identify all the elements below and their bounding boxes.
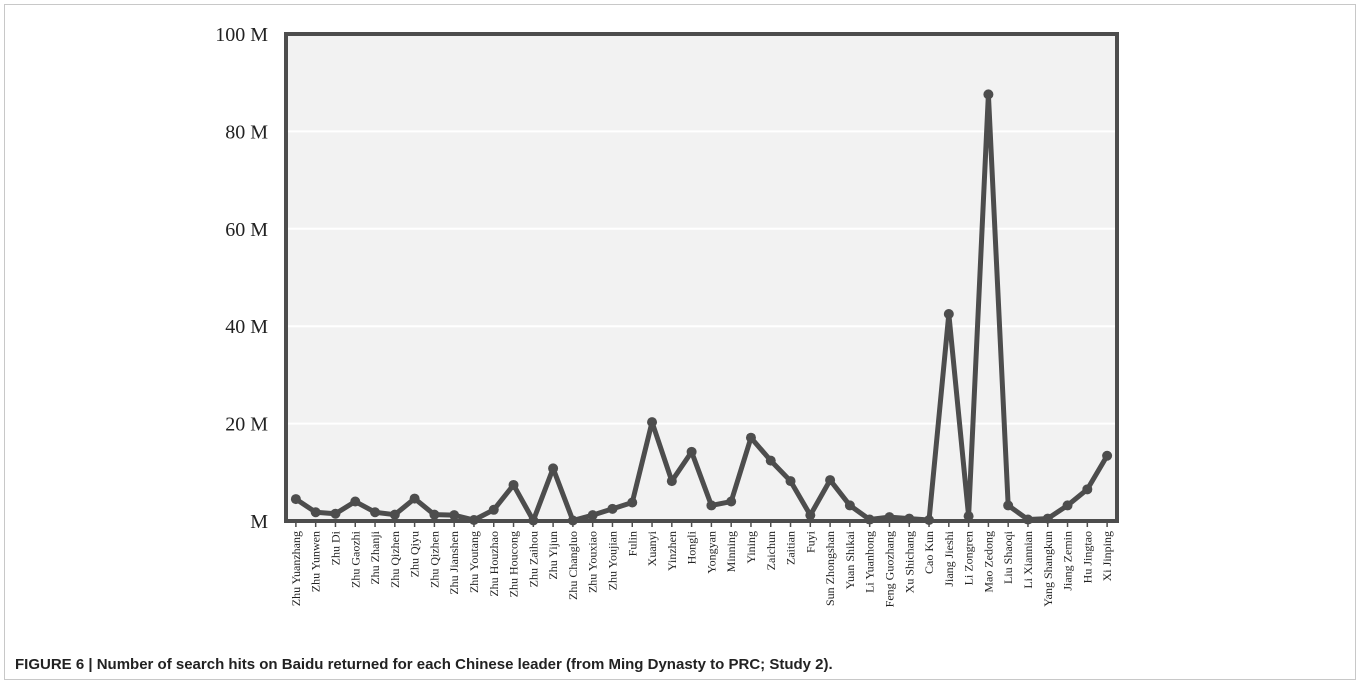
x-tick-label: Zhu Houcong: [507, 531, 521, 597]
x-tick-label: Li Yuanhong: [863, 531, 877, 593]
x-tick-label: Jiang Zemin: [1061, 531, 1075, 591]
figure-caption: FIGURE 6 | Number of search hits on Baid…: [15, 656, 833, 673]
data-point: [370, 507, 381, 518]
x-tick-label: Fulin: [625, 531, 639, 556]
x-tick-label: Yinzhen: [665, 531, 679, 571]
x-tick-label: Zhu Zaihou: [526, 531, 540, 587]
x-tick-label: Zhu Yuanzhang: [289, 531, 303, 606]
y-tick-label: 60 M: [225, 219, 268, 241]
data-point: [825, 475, 836, 486]
data-point: [508, 479, 519, 490]
x-tick-label: Fuyi: [803, 530, 817, 553]
x-tick-label: Hu Jingtao: [1080, 531, 1094, 583]
data-point: [963, 511, 974, 522]
data-point: [389, 509, 400, 520]
y-tick-label: 20 M: [225, 414, 268, 436]
data-point: [607, 503, 618, 514]
data-point: [587, 510, 598, 521]
data-point: [409, 493, 420, 504]
x-tick-label: Li Xiannian: [1021, 531, 1035, 589]
data-point: [686, 446, 697, 457]
data-point: [745, 432, 756, 443]
x-tick-label: Li Zongren: [962, 531, 976, 585]
x-tick-label: Minning: [724, 531, 738, 572]
data-point: [726, 496, 737, 507]
data-point: [844, 500, 855, 511]
plot-border: [284, 32, 1119, 523]
figure-frame: [4, 4, 1356, 680]
x-tick-label: Zhu Qizhen: [388, 531, 402, 588]
data-point: [290, 494, 301, 505]
data-point: [785, 476, 796, 487]
x-tick-label: Zhu Changluo: [566, 531, 580, 600]
x-tick-label: Hongli: [685, 530, 699, 564]
y-tick-label: 80 M: [225, 121, 268, 143]
data-point: [943, 309, 954, 320]
data-point: [1102, 450, 1113, 461]
x-tick-label: Zhu Yijun: [546, 531, 560, 580]
x-tick-label: Zhu Houzhao: [487, 531, 501, 597]
data-point: [330, 508, 341, 519]
data-point: [548, 463, 559, 474]
x-tick-label: Jiang Jieshi: [942, 530, 956, 586]
x-tick-label: Xuanyi: [645, 530, 659, 566]
data-point: [765, 455, 776, 466]
x-tick-label: Liu Shaoqi: [1001, 530, 1015, 584]
x-tick-label: Mao Zedong: [981, 531, 995, 593]
data-point: [706, 500, 717, 511]
x-tick-label: Zaichun: [764, 531, 778, 570]
data-point: [310, 507, 321, 518]
x-tick-label: Yang Shangkun: [1041, 531, 1055, 607]
x-tick-label: Zhu Qizhen: [427, 531, 441, 588]
data-point: [1082, 484, 1093, 495]
x-tick-label: Cao Kun: [922, 531, 936, 574]
x-tick-label: Xu Shichang: [902, 531, 916, 593]
x-tick-label: Sun Zhongshan: [823, 531, 837, 606]
y-tick-label: 40 M: [225, 316, 268, 338]
data-point: [647, 417, 658, 428]
data-point: [983, 89, 994, 100]
x-tick-label: Zhu Jianshen: [447, 531, 461, 595]
data-point: [1003, 500, 1014, 511]
data-point: [666, 476, 677, 487]
x-axis-ticks: Zhu Yuanzhang Zhu Yunwen Zhu Di Zhu Gaozhi Z…: [289, 521, 1114, 607]
y-tick-label: M: [250, 511, 268, 533]
data-point: [488, 504, 499, 515]
data-point: [627, 497, 638, 508]
plot-area: [286, 34, 1117, 521]
x-tick-label: Yuan Shikai: [843, 530, 857, 589]
data-point: [1062, 500, 1073, 511]
x-tick-label: Xi Jinping: [1100, 531, 1114, 581]
x-tick-label: Zhu Di: [328, 530, 342, 565]
x-tick-label: Zhu Gaozhi: [348, 530, 362, 588]
x-tick-label: Zhu Youxiao: [586, 531, 600, 593]
y-tick-label: 100 M: [215, 24, 268, 46]
y-axis-ticks: M 20 M 40 M 60 M 80 M 100 M: [215, 24, 268, 533]
x-tick-label: Yining: [744, 531, 758, 564]
data-point: [429, 509, 440, 520]
x-tick-label: Zhu Qiyu: [408, 531, 422, 577]
x-tick-label: Zaitian: [784, 531, 798, 565]
data-point: [449, 510, 460, 521]
x-tick-label: Zhu Yunwen: [309, 531, 323, 592]
x-tick-label: Yongyan: [704, 531, 718, 574]
x-tick-label: Feng Guozhang: [882, 531, 896, 607]
data-point: [350, 496, 361, 507]
x-tick-label: Zhu Zhanji: [368, 530, 382, 584]
data-point: [805, 510, 816, 521]
x-tick-label: Zhu Youtang: [467, 531, 481, 593]
x-tick-label: Zhu Youjian: [605, 531, 619, 590]
